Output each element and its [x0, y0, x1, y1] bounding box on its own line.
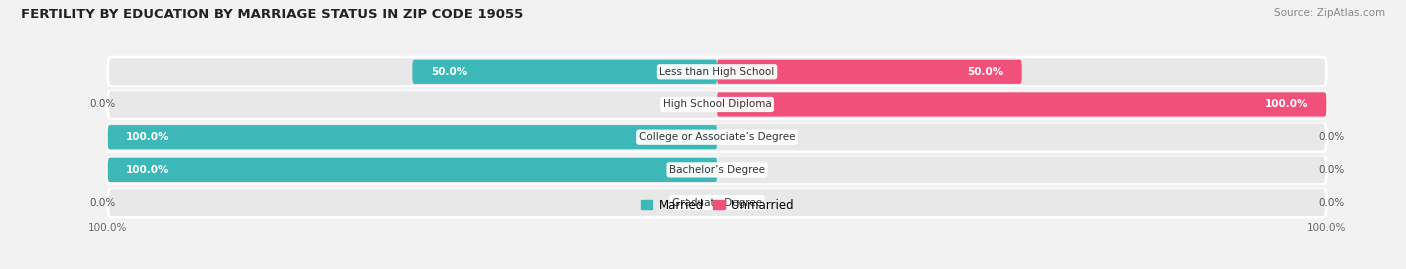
Text: FERTILITY BY EDUCATION BY MARRIAGE STATUS IN ZIP CODE 19055: FERTILITY BY EDUCATION BY MARRIAGE STATU…	[21, 8, 523, 21]
Text: 0.0%: 0.0%	[1319, 132, 1344, 142]
Text: Source: ZipAtlas.com: Source: ZipAtlas.com	[1274, 8, 1385, 18]
FancyBboxPatch shape	[717, 92, 1326, 116]
Legend: Married, Unmarried: Married, Unmarried	[636, 194, 799, 216]
Text: 50.0%: 50.0%	[430, 67, 467, 77]
FancyBboxPatch shape	[412, 60, 717, 84]
Text: 0.0%: 0.0%	[90, 100, 115, 109]
Text: Less than High School: Less than High School	[659, 67, 775, 77]
FancyBboxPatch shape	[108, 57, 1326, 87]
Text: 0.0%: 0.0%	[1319, 198, 1344, 208]
FancyBboxPatch shape	[717, 60, 1022, 84]
FancyBboxPatch shape	[108, 158, 717, 182]
FancyBboxPatch shape	[108, 125, 717, 149]
Text: 50.0%: 50.0%	[967, 67, 1004, 77]
FancyBboxPatch shape	[108, 188, 1326, 217]
Text: 100.0%: 100.0%	[127, 132, 170, 142]
Text: 0.0%: 0.0%	[90, 198, 115, 208]
FancyBboxPatch shape	[108, 122, 1326, 152]
Text: 100.0%: 100.0%	[127, 165, 170, 175]
FancyBboxPatch shape	[108, 90, 1326, 119]
Text: Graduate Degree: Graduate Degree	[672, 198, 762, 208]
Text: Bachelor’s Degree: Bachelor’s Degree	[669, 165, 765, 175]
Text: High School Diploma: High School Diploma	[662, 100, 772, 109]
Text: 100.0%: 100.0%	[1264, 100, 1308, 109]
Text: College or Associate’s Degree: College or Associate’s Degree	[638, 132, 796, 142]
FancyBboxPatch shape	[108, 155, 1326, 185]
Text: 0.0%: 0.0%	[1319, 165, 1344, 175]
